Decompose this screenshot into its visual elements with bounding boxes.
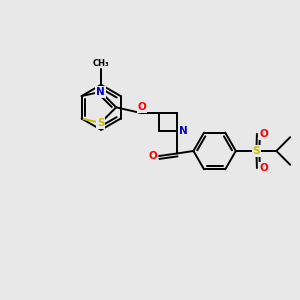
- Text: N: N: [179, 126, 188, 136]
- Text: N: N: [96, 87, 105, 97]
- Text: S: S: [97, 118, 104, 128]
- Text: O: O: [259, 163, 268, 173]
- Text: S: S: [253, 146, 260, 156]
- Text: CH₃: CH₃: [93, 59, 110, 68]
- Text: O: O: [148, 151, 157, 161]
- Text: O: O: [137, 102, 146, 112]
- Text: O: O: [259, 129, 268, 139]
